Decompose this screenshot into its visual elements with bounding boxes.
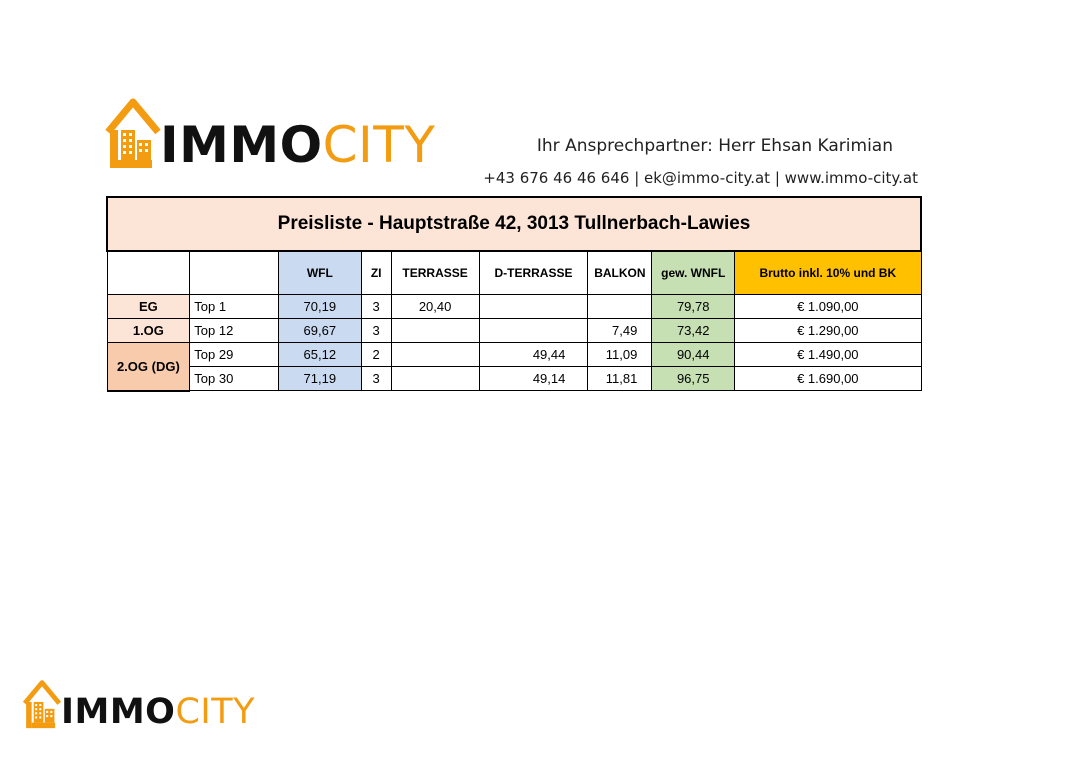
brand-wordmark: IMMO CITY	[61, 695, 255, 730]
table-title: Preisliste - Hauptstraße 42, 3013 Tullne…	[106, 196, 922, 252]
contact-info: +43 676 46 46 646 | ek@immo-city.at | ww…	[483, 169, 918, 187]
table-row: 2.OG (DG) Top 29 65,12 2 49,44 11,09 90,…	[106, 342, 922, 392]
brutto-cell: € 1.690,00	[734, 366, 922, 391]
header-d-terrasse: D-TERRASSE	[478, 250, 589, 295]
wfl-cell: 71,19	[277, 366, 362, 391]
zi-cell: 3	[360, 366, 392, 391]
balkon-cell	[587, 294, 653, 319]
gew-wnfl-cell: 96,75	[651, 366, 736, 391]
wfl-cell: 69,67	[277, 318, 362, 343]
table-header-row: WFL ZI TERRASSE D-TERRASSE BALKON gew. W…	[106, 250, 922, 295]
unit-cell: Top 30	[189, 366, 279, 391]
d-terrasse-cell: 49,44	[478, 342, 589, 367]
header-unit	[189, 250, 279, 295]
unit-cell: Top 12	[189, 318, 279, 343]
zi-cell: 3	[360, 294, 392, 319]
brand-wordmark: IMMO CITY	[160, 120, 435, 170]
d-terrasse-cell	[478, 318, 589, 343]
terrasse-cell	[390, 318, 480, 343]
gew-wnfl-cell: 79,78	[651, 294, 736, 319]
header-brutto: Brutto inkl. 10% und BK	[734, 250, 922, 295]
header-gew-wnfl: gew. WNFL	[651, 250, 736, 295]
brand-immo: IMMO	[61, 692, 176, 732]
unit-cell: Top 29	[189, 342, 279, 367]
terrasse-cell	[390, 342, 480, 367]
d-terrasse-cell: 49,14	[478, 366, 589, 391]
brand-logo-footer: IMMO CITY	[22, 678, 255, 730]
wfl-cell: 70,19	[277, 294, 362, 319]
brand-logo: IMMO CITY	[104, 96, 435, 170]
table-row: EG Top 1 70,19 3 20,40 79,78 € 1.090,00	[106, 294, 922, 319]
balkon-cell: 11,09	[587, 342, 653, 367]
header-terrasse: TERRASSE	[390, 250, 480, 295]
header-wfl: WFL	[277, 250, 362, 295]
wfl-cell: 65,12	[277, 342, 362, 367]
table-row: 1.OG Top 12 69,67 3 7,49 73,42 € 1.290,0…	[106, 318, 922, 343]
brutto-cell: € 1.090,00	[734, 294, 922, 319]
header-balkon: BALKON	[587, 250, 653, 295]
floor-cell: 1.OG	[106, 318, 191, 343]
brand-city: CITY	[322, 116, 436, 174]
terrasse-cell: 20,40	[390, 294, 480, 319]
floor-cell: 2.OG (DG)	[106, 342, 191, 392]
zi-cell: 3	[360, 318, 392, 343]
price-table: Preisliste - Hauptstraße 42, 3013 Tullne…	[106, 196, 922, 392]
table-row: Top 30 71,19 3 49,14 11,81 96,75 € 1.690…	[107, 366, 922, 391]
d-terrasse-cell	[478, 294, 589, 319]
contact-person: Ihr Ansprechpartner: Herr Ehsan Karimian	[536, 136, 893, 156]
house-building-icon	[22, 680, 62, 729]
brand-immo: IMMO	[160, 116, 323, 174]
house-building-icon	[105, 98, 161, 168]
gew-wnfl-cell: 73,42	[651, 318, 736, 343]
floor-cell: EG	[106, 294, 191, 319]
terrasse-cell	[390, 366, 480, 391]
balkon-cell: 7,49	[587, 318, 653, 343]
brand-city: CITY	[175, 692, 255, 732]
header-floor	[106, 250, 191, 295]
balkon-cell: 11,81	[587, 366, 653, 391]
zi-cell: 2	[360, 342, 392, 367]
brutto-cell: € 1.490,00	[734, 342, 922, 367]
unit-cell: Top 1	[189, 294, 279, 319]
gew-wnfl-cell: 90,44	[651, 342, 736, 367]
header-zi: ZI	[360, 250, 392, 295]
brutto-cell: € 1.290,00	[734, 318, 922, 343]
